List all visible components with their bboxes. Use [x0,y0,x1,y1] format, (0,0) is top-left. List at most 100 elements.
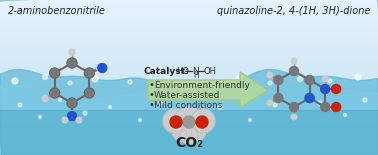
Circle shape [248,119,251,122]
Polygon shape [0,153,378,155]
Text: 2-aminobenzonitrile: 2-aminobenzonitrile [8,6,106,16]
Polygon shape [0,90,378,91]
Polygon shape [0,9,378,11]
Circle shape [267,72,273,78]
Polygon shape [0,130,378,132]
Polygon shape [0,74,378,76]
Polygon shape [0,135,378,136]
Polygon shape [0,67,378,68]
Circle shape [67,58,77,68]
Polygon shape [0,101,378,102]
Text: N: N [192,66,199,75]
Circle shape [355,74,361,80]
Circle shape [237,74,243,80]
Polygon shape [0,88,378,90]
Polygon shape [0,70,378,71]
Polygon shape [0,8,378,9]
Circle shape [297,77,302,82]
Polygon shape [0,59,378,60]
Polygon shape [0,36,378,37]
Circle shape [267,100,273,106]
Polygon shape [0,127,378,129]
Polygon shape [0,105,378,107]
Polygon shape [0,71,378,73]
Circle shape [92,76,98,82]
Polygon shape [0,5,378,6]
Polygon shape [0,104,378,105]
Polygon shape [0,73,378,74]
Polygon shape [0,140,378,141]
Polygon shape [0,19,378,20]
Polygon shape [0,68,378,70]
Polygon shape [0,144,378,146]
Polygon shape [0,129,378,130]
Polygon shape [0,136,378,138]
Circle shape [163,109,187,133]
Polygon shape [0,149,378,150]
Circle shape [84,68,94,78]
Polygon shape [0,133,378,135]
Circle shape [39,115,42,119]
Polygon shape [0,102,378,104]
Circle shape [83,111,87,115]
Polygon shape [0,3,378,5]
Polygon shape [0,11,378,12]
Text: HO: HO [176,66,189,75]
Polygon shape [0,16,378,17]
Text: OH: OH [204,66,217,75]
Text: •: • [148,80,154,90]
Polygon shape [0,119,378,121]
Polygon shape [0,91,378,93]
Polygon shape [0,56,378,57]
Circle shape [96,64,102,71]
Text: Catalyst:: Catalyst: [143,66,189,75]
Circle shape [68,111,76,120]
Circle shape [291,58,297,64]
Text: •: • [148,100,154,110]
Circle shape [293,115,296,119]
Polygon shape [0,28,378,29]
Circle shape [196,116,208,128]
Circle shape [138,119,141,122]
Polygon shape [0,20,378,22]
Circle shape [42,75,48,80]
Circle shape [208,79,212,83]
Circle shape [69,111,75,117]
Circle shape [84,88,94,98]
Polygon shape [0,150,378,152]
Circle shape [108,106,112,108]
Polygon shape [0,96,378,98]
Polygon shape [0,95,378,96]
Circle shape [328,79,332,83]
Polygon shape [0,147,378,149]
Text: •: • [148,90,154,100]
Circle shape [183,116,195,128]
Polygon shape [0,12,378,14]
Circle shape [274,75,283,84]
Circle shape [194,113,197,117]
Polygon shape [0,14,378,16]
Circle shape [290,66,299,75]
Polygon shape [0,2,378,3]
Circle shape [180,126,198,144]
Polygon shape [0,141,378,143]
Polygon shape [0,121,378,122]
Circle shape [50,68,60,78]
Polygon shape [0,31,378,33]
Polygon shape [0,17,378,19]
Circle shape [218,105,222,109]
Text: H: H [193,71,199,80]
Polygon shape [0,132,378,133]
Polygon shape [0,152,378,153]
Polygon shape [0,126,378,127]
Polygon shape [0,124,378,126]
Circle shape [69,49,75,55]
Polygon shape [0,37,378,39]
Polygon shape [0,57,378,59]
Polygon shape [0,33,378,34]
Polygon shape [0,0,378,2]
Polygon shape [0,85,378,155]
Polygon shape [0,65,378,67]
Text: Mild conditions: Mild conditions [154,100,222,109]
Polygon shape [0,26,378,28]
